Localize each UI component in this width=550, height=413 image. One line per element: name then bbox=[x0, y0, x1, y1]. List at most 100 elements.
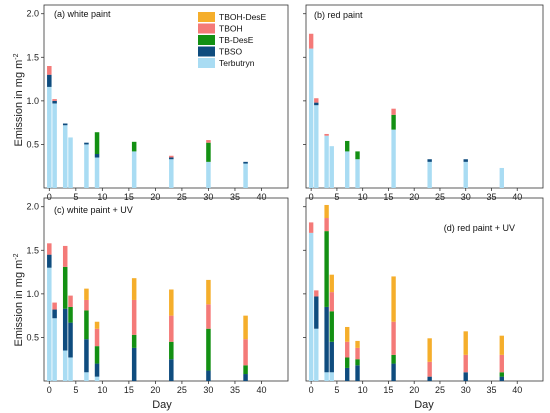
bar-segment-tb-dese-day-37 bbox=[243, 365, 248, 375]
bar-segment-tbso-day-7 bbox=[345, 367, 350, 381]
bar-segment-tboh-day-0 bbox=[47, 243, 52, 255]
bar-segment-tbso-day-30 bbox=[463, 372, 468, 381]
bar-segment-tb-dese-day-4 bbox=[329, 311, 334, 342]
bar-segment-tb-dese-day-3 bbox=[324, 231, 329, 307]
bar-segment-tb-dese-day-9 bbox=[355, 151, 360, 160]
bar-segment-tboh-day-9 bbox=[355, 347, 360, 360]
bar-segment-terbutryn-day-37 bbox=[499, 167, 504, 188]
bar-segment-tbso-day-4 bbox=[68, 322, 73, 358]
bar-segment-terbutryn-day-0 bbox=[308, 48, 314, 189]
y-tick-label: 1.0 bbox=[26, 289, 39, 299]
bar-segment-tb-dese-day-7 bbox=[345, 140, 350, 152]
bar-segment-tb-dese-day-7 bbox=[345, 357, 350, 368]
x-tick-label: 35 bbox=[486, 385, 496, 395]
bar-segment-tboh-day-23 bbox=[169, 315, 174, 342]
bar-segment-tboh-dese-day-4 bbox=[329, 274, 334, 293]
panel-b-red-paint: 0 5 10 15 20 25 30 35 40 (b) red paint bbox=[303, 4, 544, 202]
y-axis-title-sup: -2 bbox=[13, 253, 20, 259]
bar-segment-tbso-day-30 bbox=[206, 370, 211, 381]
y-tick-label: 1.0 bbox=[26, 96, 39, 106]
bar-segment-terbutryn-day-30 bbox=[463, 161, 468, 188]
panel-title: (d) red paint + UV bbox=[444, 223, 515, 233]
y-tick-label: 2.0 bbox=[26, 202, 39, 212]
bar-segment-tboh-dese-day-30 bbox=[206, 279, 211, 305]
bar-segment-terbutryn-day-1 bbox=[52, 103, 57, 188]
bar-segment-tbso-day-23 bbox=[427, 159, 432, 162]
x-tick-label: 5 bbox=[334, 385, 339, 395]
legend-label: Terbutryn bbox=[219, 58, 255, 68]
bar-segment-tboh-dese-day-37 bbox=[243, 315, 248, 340]
bar-segment-tboh-day-7 bbox=[345, 341, 350, 358]
bar-segment-tbso-day-3 bbox=[324, 306, 329, 373]
bar-segment-terbutryn-day-1 bbox=[52, 318, 57, 381]
x-tick-label: 30 bbox=[203, 192, 213, 202]
y-axis-title-text: Emission in mg m bbox=[13, 60, 25, 147]
bar-segment-tboh-day-0 bbox=[308, 33, 314, 49]
bar-segment-tboh-day-3 bbox=[62, 245, 68, 267]
x-axis-title-left: Day bbox=[152, 399, 172, 411]
y-axis-title-bottom: Emission in mg m-2 bbox=[13, 253, 25, 346]
panel-title: (a) white paint bbox=[54, 9, 111, 19]
bar-segment-tb-dese-day-9 bbox=[94, 346, 100, 364]
bar-segment-tb-dese-day-30 bbox=[206, 328, 211, 371]
bar-segment-tb-dese-day-7 bbox=[84, 310, 89, 340]
x-tick-label: 10 bbox=[97, 192, 107, 202]
bar-segment-tbso-day-7 bbox=[84, 339, 89, 373]
bar-segment-terbutryn-day-9 bbox=[355, 159, 360, 188]
bar-segment-tboh-day-30 bbox=[206, 140, 211, 143]
y-axis-title-text: Emission in mg m bbox=[13, 260, 25, 347]
bar-segment-tb-dese-day-16 bbox=[131, 141, 137, 152]
plot-frame bbox=[305, 4, 544, 189]
x-tick-label: 15 bbox=[383, 192, 393, 202]
x-tick-label: 40 bbox=[512, 192, 522, 202]
x-tick-label: 20 bbox=[409, 192, 419, 202]
bar-segment-tboh-dese-day-16 bbox=[391, 276, 396, 322]
bar-segment-terbutryn-day-4 bbox=[329, 146, 334, 188]
x-tick-label: 40 bbox=[256, 385, 266, 395]
y-tick-label: 1.5 bbox=[26, 52, 39, 62]
bar-segment-terbutryn-day-23 bbox=[169, 159, 174, 188]
plot-frame bbox=[305, 197, 544, 382]
bar-segment-tb-dese-day-9 bbox=[94, 132, 100, 155]
bar-segment-tboh-day-23 bbox=[427, 361, 432, 377]
legend-label: TBOH-DesE bbox=[219, 12, 267, 22]
x-tick-label: 35 bbox=[230, 385, 240, 395]
x-tick-label: 0 bbox=[47, 385, 52, 395]
bar-segment-tboh-day-16 bbox=[391, 321, 396, 355]
x-tick-label: 40 bbox=[512, 385, 522, 395]
bar-segment-tboh-dese-day-16 bbox=[131, 278, 137, 300]
bar-segment-tboh-day-4 bbox=[68, 295, 73, 307]
plot-frame bbox=[43, 197, 289, 382]
bar-segment-tboh-dese-day-3 bbox=[324, 204, 329, 219]
panel-c-white-paint-uv: 0 5 10 15 20 25 30 35 40 0.5 1.0 1.5 2.0 (c) white pa… bbox=[26, 197, 289, 395]
bar-segment-tbso-day-7 bbox=[84, 142, 89, 145]
x-tick-label: 35 bbox=[486, 192, 496, 202]
bar-segment-tboh-day-4 bbox=[329, 292, 334, 312]
bar-segment-tbso-day-37 bbox=[243, 374, 248, 381]
bar-segment-tboh-day-30 bbox=[463, 354, 468, 373]
legend-swatch-tboh-dese bbox=[198, 12, 215, 22]
bar-segment-terbutryn-day-4 bbox=[329, 372, 334, 381]
bar-segment-tbso-day-23 bbox=[427, 376, 432, 381]
bar-segment-terbutryn-day-4 bbox=[68, 137, 73, 188]
bar-segment-tbso-day-23 bbox=[169, 157, 174, 160]
bar-segment-tbso-day-16 bbox=[131, 347, 137, 381]
bar-segment-tbso-day-30 bbox=[463, 159, 468, 162]
bar-segment-tboh-day-16 bbox=[391, 108, 396, 115]
bar-segment-terbutryn-day-7 bbox=[84, 144, 89, 188]
legend-swatch-terbutryn bbox=[198, 58, 215, 68]
bar-segment-tb-dese-day-3 bbox=[62, 266, 68, 309]
bar-segment-tb-dese-day-30 bbox=[206, 142, 211, 162]
x-tick-label: 20 bbox=[409, 385, 419, 395]
bar-segment-terbutryn-day-3 bbox=[62, 125, 68, 188]
x-tick-label: 0 bbox=[309, 385, 314, 395]
bar-segment-terbutryn-day-16 bbox=[391, 129, 396, 188]
y-axis-title-top: Emission in mg m-2 bbox=[13, 53, 25, 146]
x-tick-label: 5 bbox=[334, 192, 339, 202]
bar-segment-tbso-day-9 bbox=[94, 154, 100, 158]
plot-frame bbox=[43, 4, 289, 189]
x-tick-label: 25 bbox=[177, 385, 187, 395]
bar-segment-terbutryn-day-3 bbox=[324, 372, 329, 381]
x-tick-label: 30 bbox=[461, 192, 471, 202]
